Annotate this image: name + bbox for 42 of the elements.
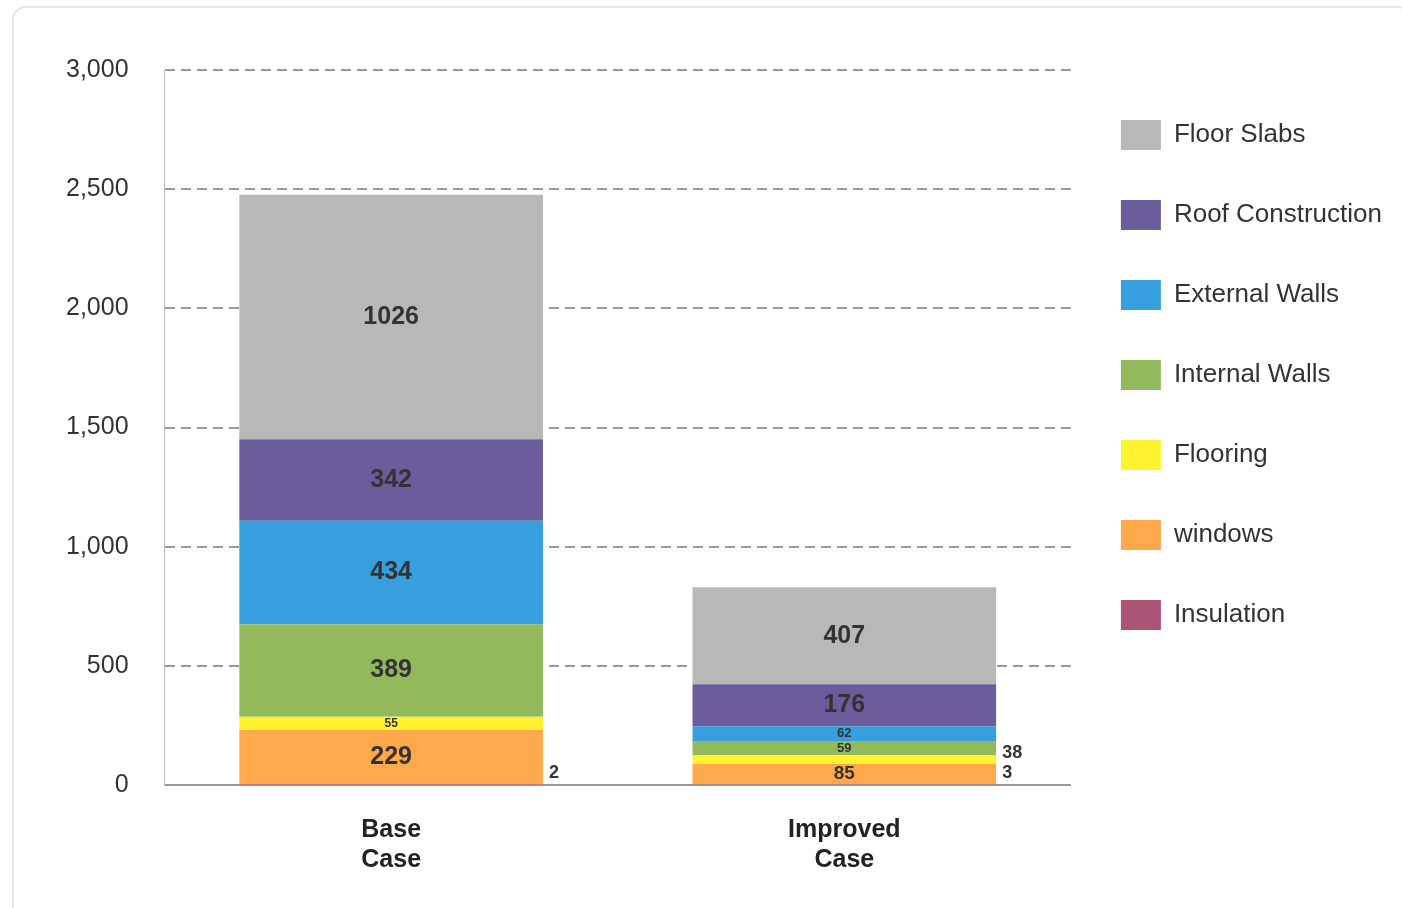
data-label: 55	[384, 715, 399, 730]
data-label: 62	[837, 725, 852, 741]
data-label: 85	[833, 762, 856, 784]
legend-label: Floor Slabs	[1173, 118, 1306, 149]
bar	[692, 726, 997, 741]
legend-label: Internal Walls	[1173, 358, 1331, 389]
legend-label: External Walls	[1173, 278, 1340, 309]
data-label: 38	[1002, 741, 1023, 762]
bar	[692, 764, 997, 785]
y-tick-label: 1,000	[66, 530, 129, 559]
data-label: 176	[823, 689, 866, 718]
bar	[239, 624, 543, 717]
bar	[239, 194, 543, 440]
data-label: 342	[370, 463, 412, 492]
data-label: 389	[370, 654, 412, 683]
data-label: 3	[1002, 761, 1013, 782]
y-tick-label: 1,500	[66, 411, 129, 440]
y-tick-label: 500	[86, 649, 129, 678]
x-tick-label: Improved Case	[788, 813, 901, 872]
legend-label: windows	[1172, 518, 1274, 549]
bar	[692, 587, 997, 685]
y-tick-label: 3,000	[66, 53, 129, 82]
data-label: 229	[370, 741, 412, 770]
legend-label: Roof Construction	[1173, 198, 1383, 229]
bar	[239, 439, 543, 521]
data-label: 59	[837, 739, 852, 755]
x-tick-label: Base Case	[361, 813, 422, 872]
y-tick-label: 2,000	[66, 292, 129, 321]
y-tick-label: 2,500	[66, 173, 129, 202]
y-tick-label: 0	[114, 768, 129, 797]
bar	[692, 684, 997, 727]
data-label: 1026	[363, 300, 419, 329]
data-label: 407	[823, 619, 866, 648]
bar	[692, 754, 997, 765]
legend-label: Insulation	[1173, 598, 1286, 629]
data-label: 434	[370, 556, 413, 585]
legend-label: Flooring	[1173, 438, 1268, 469]
bar	[692, 740, 997, 755]
bar	[239, 729, 543, 785]
data-label: 2	[548, 761, 559, 782]
bar	[239, 716, 543, 730]
bar	[239, 520, 543, 625]
